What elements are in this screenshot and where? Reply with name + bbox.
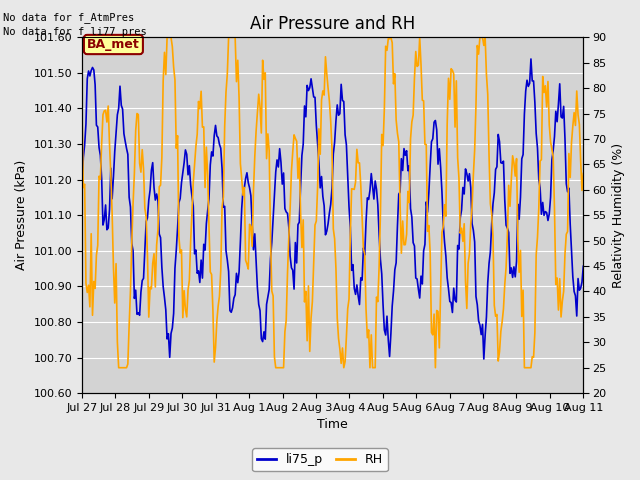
- X-axis label: Time: Time: [317, 419, 348, 432]
- li75_p: [95, 144, 103, 150]
- RH: [513, 156, 520, 161]
- RH: [579, 170, 587, 176]
- li75_p: [511, 274, 519, 280]
- Line: RH: RH: [82, 37, 583, 368]
- li75_p: [527, 56, 535, 62]
- Text: No data for f_AtmPres: No data for f_AtmPres: [3, 12, 134, 23]
- RH: [163, 35, 171, 40]
- RH: [95, 173, 103, 179]
- li75_p: [480, 356, 488, 362]
- RH: [78, 109, 86, 115]
- Y-axis label: Relativity Humidity (%): Relativity Humidity (%): [612, 143, 625, 288]
- RH: [111, 300, 118, 306]
- li75_p: [578, 279, 586, 285]
- li75_p: [78, 186, 86, 192]
- Text: No data for f_li77_pres: No data for f_li77_pres: [3, 26, 147, 37]
- RH: [115, 365, 122, 371]
- Text: BA_met: BA_met: [87, 38, 140, 51]
- Title: Air Pressure and RH: Air Pressure and RH: [250, 15, 415, 33]
- RH: [438, 229, 446, 235]
- RH: [578, 188, 586, 193]
- Line: li75_p: li75_p: [82, 59, 583, 359]
- li75_p: [435, 146, 443, 152]
- li75_p: [579, 264, 587, 269]
- Legend: li75_p, RH: li75_p, RH: [252, 448, 388, 471]
- Y-axis label: Air Pressure (kPa): Air Pressure (kPa): [15, 160, 28, 270]
- RH: [339, 345, 346, 351]
- li75_p: [336, 111, 344, 117]
- li75_p: [111, 149, 118, 155]
